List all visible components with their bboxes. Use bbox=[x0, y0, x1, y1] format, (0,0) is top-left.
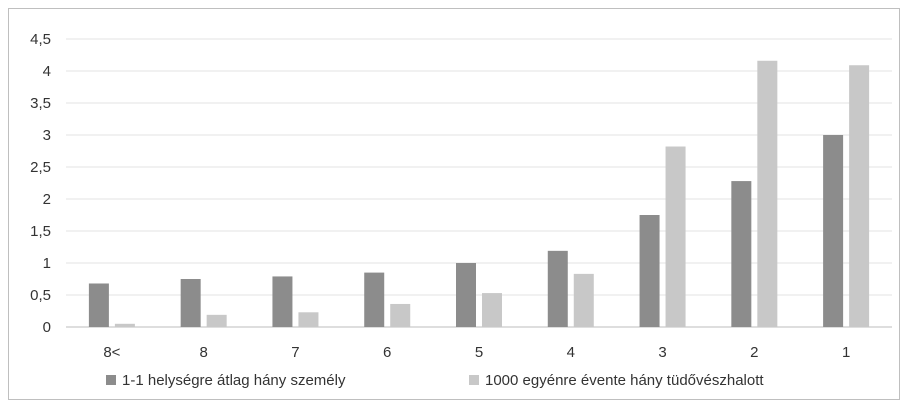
bar-series-1-2 bbox=[272, 276, 293, 327]
y-tick-label: 3,5 bbox=[30, 95, 51, 112]
bar-series-2-2 bbox=[298, 312, 319, 327]
bar-series-1-5 bbox=[547, 250, 568, 327]
bar-series-2-4 bbox=[482, 293, 502, 327]
x-tick-label: 2 bbox=[750, 344, 758, 361]
y-tick-label: 1 bbox=[43, 255, 51, 272]
x-tick-label: 1 bbox=[842, 344, 850, 361]
y-tick-label: 0 bbox=[43, 319, 51, 336]
x-tick-label: 6 bbox=[383, 344, 391, 361]
y-tick-label: 0,5 bbox=[30, 287, 51, 304]
bar-series-1-0 bbox=[88, 283, 109, 327]
x-tick-label: 5 bbox=[475, 344, 483, 361]
bar-series-2-6 bbox=[665, 146, 686, 327]
legend: 1-1 helységre átlag hány személy 1000 eg… bbox=[106, 372, 764, 389]
y-axis-ticks: 0 0,5 1 1,5 2 2,5 3 3,5 4 4,5 bbox=[30, 31, 51, 336]
bar-series-2-5 bbox=[573, 273, 594, 327]
y-tick-label: 4,5 bbox=[30, 31, 51, 48]
y-tick-label: 2,5 bbox=[30, 159, 51, 176]
y-tick-label: 4 bbox=[43, 63, 51, 80]
x-tick-label: 8 bbox=[199, 344, 207, 361]
bar-series-2-8 bbox=[849, 65, 870, 328]
legend-label-series-1: 1-1 helységre átlag hány személy bbox=[122, 372, 346, 389]
x-axis-ticks: 8< 8 7 6 5 4 3 2 1 bbox=[103, 344, 850, 361]
legend-swatch-series-2 bbox=[469, 375, 479, 385]
y-tick-label: 3 bbox=[43, 127, 51, 144]
legend-label-series-2: 1000 egyénre évente hány tüdővészhalott bbox=[485, 372, 764, 389]
legend-swatch-series-1 bbox=[106, 375, 116, 385]
bar-series-1-4 bbox=[456, 263, 476, 327]
bar-series-2-1 bbox=[206, 314, 227, 327]
y-tick-label: 2 bbox=[43, 191, 51, 208]
bars bbox=[88, 60, 870, 328]
bar-series-2-3 bbox=[390, 303, 411, 327]
bar-series-1-1 bbox=[180, 279, 201, 327]
x-tick-label: 4 bbox=[567, 344, 575, 361]
bar-series-2-0 bbox=[114, 323, 135, 327]
bar-series-1-7 bbox=[731, 181, 752, 327]
y-tick-label: 1,5 bbox=[30, 223, 51, 240]
x-tick-label: 3 bbox=[658, 344, 666, 361]
bar-series-2-7 bbox=[757, 60, 778, 327]
x-tick-label: 8< bbox=[103, 344, 120, 361]
x-tick-label: 7 bbox=[291, 344, 299, 361]
bar-series-1-3 bbox=[364, 272, 385, 327]
gridlines bbox=[66, 38, 892, 328]
bar-series-1-6 bbox=[639, 215, 660, 327]
bar-series-1-8 bbox=[823, 135, 844, 327]
